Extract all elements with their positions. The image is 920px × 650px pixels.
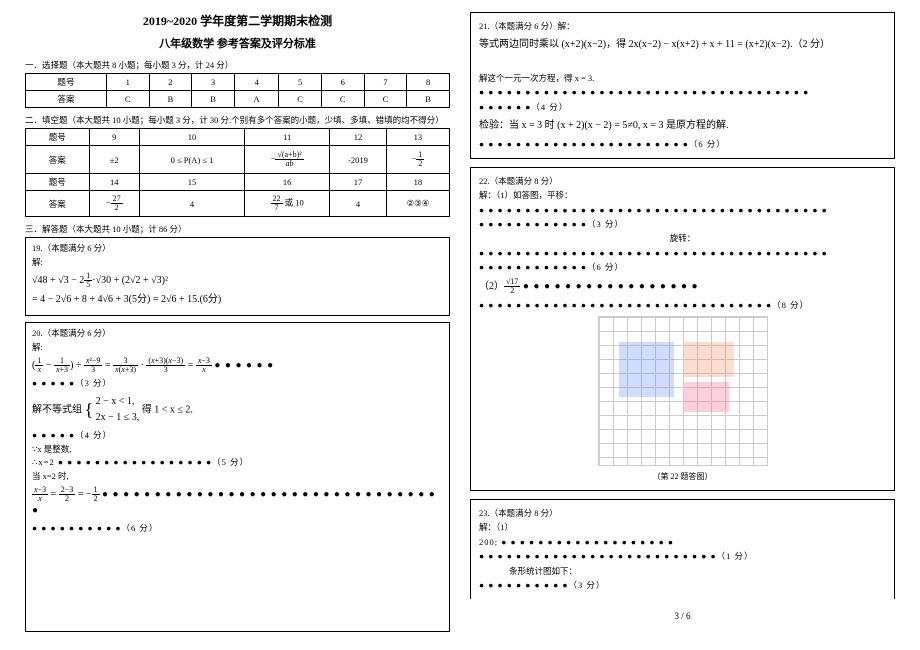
q23-l3: 条形统计图如下： bbox=[479, 564, 886, 578]
s2-a16: 227 或 10 bbox=[245, 191, 330, 217]
s1-n8: 8 bbox=[407, 74, 450, 91]
s1-a4: A bbox=[234, 91, 278, 108]
s1-rowlabel: 题号 bbox=[26, 74, 107, 91]
q23-l2: 200; ● ● ● ● ● ● ● ● ● ● ● ● ● ● ● ● ● ●… bbox=[479, 535, 886, 549]
s2-n13: 13 bbox=[386, 129, 449, 146]
q22-caption: （第 22 题答图） bbox=[479, 470, 886, 484]
q20-score3: ● ● ● ● ● ● ● ● ● ●（6 分） bbox=[32, 522, 443, 536]
q21-d1: ● ● ● ● ● ● ● ● ● ● ● ● ● ● ● ● ● ● ● ● … bbox=[479, 85, 886, 99]
q21-l1: 等式两边同时乘以 (x+2)(x−2)，得 2x(x−2) − x(x+2) +… bbox=[479, 36, 886, 53]
s1-n7: 7 bbox=[364, 74, 407, 91]
s2-n15: 15 bbox=[139, 174, 244, 191]
q22-box: 22.（本题满分 8 分） 解：（1）如答图，平移： ● ● ● ● ● ● ●… bbox=[470, 167, 895, 491]
q23-title: 23.（本题满分 8 分） bbox=[479, 506, 886, 520]
q19-title: 19.（本题满分 6 分） bbox=[32, 242, 443, 256]
q20-expr: (1x − 1x+3) ÷ x²−93 = 3x(x+3) · (x+3)(x−… bbox=[32, 357, 443, 374]
section1-heading: 一．选择题（本大题共 8 小题；每小题 3 分，计 24 分） bbox=[25, 57, 450, 73]
q20-score2: ● ● ● ● ●（4 分） bbox=[32, 429, 443, 443]
q20-l3: ∵x 是整数, bbox=[32, 443, 443, 457]
q19-sol: 解: bbox=[32, 256, 443, 270]
s1-a2: B bbox=[149, 91, 192, 108]
s2-a11: −√(a+b)²ab bbox=[245, 146, 330, 174]
q23-box: 23.（本题满分 8 分） 解：（1） 200; ● ● ● ● ● ● ● ●… bbox=[470, 499, 895, 599]
s2-n12: 12 bbox=[330, 129, 387, 146]
q19-box: 19.（本题满分 6 分） 解: √48 + √3 − 215·√30 + (2… bbox=[25, 237, 450, 316]
q20-score1: ● ● ● ● ●（3 分） bbox=[32, 377, 443, 391]
q20-ineq: 解不等式组 { 2 − x < 1, 2x − 1 ≤ 3, 得 1 < x ≤… bbox=[32, 394, 443, 426]
q20-l6: x−3x = 2−32 = −12 ● ● ● ● ● ● ● ● ● ● ● … bbox=[32, 486, 443, 519]
shape-rotate bbox=[684, 342, 734, 377]
left-column: 2019~2020 学年度第二学期期末检测 八年级数学 参考答案及评分标准 一．… bbox=[25, 12, 450, 638]
s2-a9: ±2 bbox=[89, 146, 139, 174]
s2-a15: 4 bbox=[139, 191, 244, 217]
q21-box: 21.（本题满分 6 分）解： 等式两边同时乘以 (x+2)(x−2)，得 2x… bbox=[470, 12, 895, 159]
s1-n6: 6 bbox=[321, 74, 364, 91]
table-section1: 题号 1 2 3 4 5 6 7 8 答案 C B B A C C C B bbox=[25, 73, 450, 108]
s1-n2: 2 bbox=[149, 74, 192, 91]
q22-rot: 旋转： bbox=[479, 231, 886, 245]
q20-sol: 解: bbox=[32, 341, 443, 355]
q22-l1: 解：（1）如答图，平移： bbox=[479, 188, 886, 202]
s2-a13: −12 bbox=[386, 146, 449, 174]
q20-l5: 当 x=2 时, bbox=[32, 470, 443, 484]
s2-a10: 0 ≤ P(A) ≤ 1 bbox=[139, 146, 244, 174]
s2-n10: 10 bbox=[139, 129, 244, 146]
section3-heading: 三．解答题（本大题共 10 小题；计 86 分） bbox=[25, 221, 450, 237]
q22-d1: ● ● ● ● ● ● ● ● ● ● ● ● ● ● ● ● ● ● ● ● … bbox=[479, 203, 886, 217]
s1-a3: B bbox=[192, 91, 235, 108]
s1-n5: 5 bbox=[279, 74, 322, 91]
s2-anslabel2: 答案 bbox=[26, 191, 90, 217]
q20-box: 20.（本题满分 6 分） 解: (1x − 1x+3) ÷ x²−93 = 3… bbox=[25, 322, 450, 632]
q22-s1: ● ● ● ● ● ● ● ● ● ● ● ●（3 分） bbox=[479, 217, 886, 231]
q21-s1: ● ● ● ● ● ●（4 分） bbox=[479, 100, 886, 114]
s1-a6: C bbox=[321, 91, 364, 108]
s1-a8: B bbox=[407, 91, 450, 108]
q19-f2: = 4 − 2√6 + 8 + 4√6 + 3(5分) = 2√6 + 15.(… bbox=[32, 292, 443, 308]
q21-l2: 解这个一元一次方程，得 x = 3. bbox=[479, 71, 886, 85]
q21-title: 21.（本题满分 6 分）解： bbox=[479, 19, 886, 33]
q22-title: 22.（本题满分 8 分） bbox=[479, 174, 886, 188]
q20-l4: ∴x=2 ● ● ● ● ● ● ● ● ● ● ● ● ● ● ● ● ●（5… bbox=[32, 456, 443, 470]
q22-s3: ● ● ● ● ● ● ● ● ● ● ● ● ● ● ● ● ● ● ● ● … bbox=[479, 298, 886, 312]
s1-n4: 4 bbox=[234, 74, 278, 91]
s2-anslabel1: 答案 bbox=[26, 146, 90, 174]
s1-a7: C bbox=[364, 91, 407, 108]
shape-translate bbox=[619, 342, 674, 397]
s2-n18: 18 bbox=[386, 174, 449, 191]
s2-a12: -2019 bbox=[330, 146, 387, 174]
q22-grid-figure bbox=[598, 316, 768, 466]
q23-s2: ● ● ● ● ● ● ● ● ● ●（3 分） bbox=[479, 578, 886, 592]
s1-n1: 1 bbox=[106, 74, 149, 91]
s2-a17: 4 bbox=[330, 191, 387, 217]
doc-title: 2019~2020 学年度第二学期期末检测 bbox=[25, 12, 450, 29]
s2-a14: −272 bbox=[89, 191, 139, 217]
q22-s2: ● ● ● ● ● ● ● ● ● ● ● ●（6 分） bbox=[479, 260, 886, 274]
page-number: 3 / 6 bbox=[470, 611, 895, 621]
table-section2: 题号 9 10 11 12 13 答案 ±2 0 ≤ P(A) ≤ 1 −√(a… bbox=[25, 128, 450, 217]
section2-heading: 二．填空题（本大题共 10 小题；每小题 3 分，计 30 分.个别有多个答案的… bbox=[25, 112, 450, 128]
shape-original bbox=[684, 382, 729, 412]
s1-n3: 3 bbox=[192, 74, 235, 91]
q23-s1: ● ● ● ● ● ● ● ● ● ● ● ● ● ● ● ● ● ● ● ● … bbox=[479, 549, 886, 563]
q21-s2: ● ● ● ● ● ● ● ● ● ● ● ● ● ● ● ● ● ● ● ● … bbox=[479, 137, 886, 151]
s2-n14: 14 bbox=[89, 174, 139, 191]
doc-subtitle: 八年级数学 参考答案及评分标准 bbox=[25, 35, 450, 51]
s1-anslabel: 答案 bbox=[26, 91, 107, 108]
s2-n9: 9 bbox=[89, 129, 139, 146]
s2-a18: ②③④ bbox=[386, 191, 449, 217]
s2-rowlabel2: 题号 bbox=[26, 174, 90, 191]
q23-l1: 解：（1） bbox=[479, 520, 886, 534]
right-column: 21.（本题满分 6 分）解： 等式两边同时乘以 (x+2)(x−2)，得 2x… bbox=[470, 12, 895, 638]
s2-n11: 11 bbox=[245, 129, 330, 146]
q21-l3: 检验：当 x = 3 时 (x + 2)(x − 2) = 5≠0, x = 3… bbox=[479, 117, 886, 134]
q20-title: 20.（本题满分 6 分） bbox=[32, 327, 443, 341]
q19-f1: √48 + √3 − 215·√30 + (2√2 + √3)² bbox=[32, 272, 443, 289]
s2-n16: 16 bbox=[245, 174, 330, 191]
s2-rowlabel1: 题号 bbox=[26, 129, 90, 146]
q22-d2: ● ● ● ● ● ● ● ● ● ● ● ● ● ● ● ● ● ● ● ● … bbox=[479, 246, 886, 260]
s2-n17: 17 bbox=[330, 174, 387, 191]
s1-a1: C bbox=[106, 91, 149, 108]
s1-a5: C bbox=[279, 91, 322, 108]
q22-l2: （2）√172 ● ● ● ● ● ● ● ● ● ● ● ● ● ● ● ● … bbox=[479, 278, 886, 295]
